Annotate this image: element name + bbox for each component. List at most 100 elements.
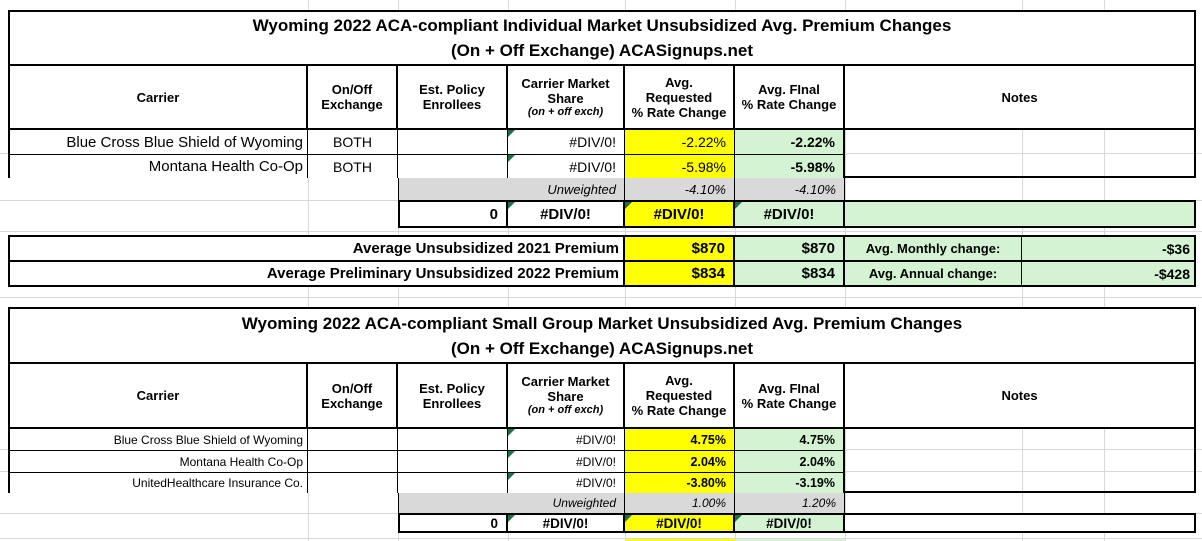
enrollees-cell [398, 451, 508, 473]
unweighted-row: Unweighted 1.00% 1.20% [398, 493, 845, 513]
header-requested: Avg. Requested % Rate Change [625, 364, 735, 427]
share-cell: #DIV/0! [508, 130, 625, 155]
table-title-line2: (On + Off Exchange) ACASignups.net [450, 338, 754, 358]
summary-row: Average Preliminary Unsubsidized 2022 Pr… [10, 262, 1194, 285]
cutoff-row-final-cell [735, 539, 845, 541]
notes-cell [845, 451, 1194, 473]
exchange-cell [308, 429, 398, 451]
header-label: Est. Policy Enrollees [419, 380, 485, 411]
requested-cell: -5.98% [625, 155, 735, 178]
header-sublabel: (on + off exch) [527, 404, 604, 416]
cell-value: #DIV/0! [763, 205, 815, 223]
carrier-row: Blue Cross Blue Shield of Wyoming BOTH #… [10, 130, 1194, 155]
carrier-cell: Blue Cross Blue Shield of Wyoming [10, 130, 308, 155]
requested-cell: -2.22% [625, 130, 735, 155]
summary-requested: $870 [625, 237, 735, 260]
header-label: Carrier [136, 388, 180, 403]
table-title-line2: (On + Off Exchange) ACASignups.net [450, 41, 754, 60]
summary-label: Average Preliminary Unsubsidized 2022 Pr… [10, 262, 625, 285]
header-label: On/Off Exchange [321, 380, 383, 411]
error-indicator-icon [508, 473, 515, 480]
unweighted-requested: 1.00% [625, 493, 735, 513]
exchange-cell [308, 451, 398, 473]
cell-value: #DIV/0! [575, 454, 616, 469]
exchange-cell: BOTH [308, 130, 398, 155]
final-cell: 2.04% [735, 451, 845, 473]
error-indicator-icon [508, 515, 515, 522]
header-label: Avg. FInal % Rate Change [741, 82, 837, 112]
carrier-cell: UnitedHealthcare Insurance Co. [10, 473, 308, 493]
error-indicator-icon [508, 451, 515, 458]
gridline-horizontal [0, 231, 1202, 232]
small-group-table-title: Wyoming 2022 ACA-compliant Small Group M… [10, 309, 1194, 364]
header-requested: Avg. Requested % Rate Change [625, 66, 735, 128]
error-indicator-icon [508, 155, 515, 162]
total-final: #DIV/0! [735, 202, 845, 226]
change-value: -$428 [1022, 262, 1194, 285]
requested-cell: 2.04% [625, 451, 735, 473]
final-cell: -3.19% [735, 473, 845, 493]
exchange-cell: BOTH [308, 155, 398, 178]
error-indicator-icon [735, 202, 742, 209]
summary-final: $834 [735, 262, 845, 285]
header-label: Avg. FInal % Rate Change [741, 380, 837, 411]
summary-label: Average Unsubsidized 2021 Premium [10, 237, 625, 260]
enrollees-cell [398, 429, 508, 451]
cell-value: #DIV/0! [575, 476, 616, 490]
header-enrollees: Est. Policy Enrollees [398, 364, 508, 427]
header-sublabel: (on + off exch) [527, 105, 604, 118]
header-notes: Notes [845, 66, 1194, 128]
individual-table-title: Wyoming 2022 ACA-compliant Individual Ma… [10, 12, 1194, 66]
total-requested: #DIV/0! [625, 515, 735, 531]
unweighted-final: 1.20% [735, 493, 844, 513]
change-label: Avg. Monthly change: [845, 237, 1022, 260]
cell-value: #DIV/0! [542, 515, 589, 531]
summary-final: $870 [735, 237, 845, 260]
carrier-row: Montana Health Co-Op BOTH #DIV/0! -5.98%… [10, 155, 1194, 178]
cell-value: #DIV/0! [653, 205, 705, 223]
share-cell: #DIV/0! [508, 429, 625, 451]
header-carrier: Carrier [10, 364, 308, 427]
table-title-line1: Wyoming 2022 ACA-compliant Small Group M… [241, 313, 963, 333]
carrier-cell: Blue Cross Blue Shield of Wyoming [10, 429, 308, 451]
cell-value: #DIV/0! [766, 515, 812, 531]
header-exchange: On/Off Exchange [308, 364, 398, 427]
header-final: Avg. FInal % Rate Change [735, 364, 845, 427]
error-indicator-icon [508, 202, 515, 209]
notes-cell [845, 473, 1194, 493]
header-market-share: Carrier Market Share (on + off exch) [508, 364, 625, 427]
unweighted-label: Unweighted [399, 178, 625, 200]
cutoff-row-requested-cell [625, 539, 735, 541]
total-notes [845, 515, 1194, 531]
table-title-line1: Wyoming 2022 ACA-compliant Individual Ma… [252, 16, 952, 35]
summary-row: Average Unsubsidized 2021 Premium $870 $… [10, 237, 1194, 262]
header-exchange: On/Off Exchange [308, 66, 398, 128]
summary-requested: $834 [625, 262, 735, 285]
unweighted-row: Unweighted -4.10% -4.10% [398, 178, 845, 200]
cell-value: #DIV/0! [575, 432, 616, 447]
unweighted-final: -4.10% [735, 178, 844, 200]
cell-value: #DIV/0! [656, 515, 702, 531]
premium-summary: Average Unsubsidized 2021 Premium $870 $… [8, 235, 1196, 287]
header-label: Notes [1001, 89, 1038, 105]
header-label: Notes [1001, 388, 1038, 403]
header-label: Est. Policy Enrollees [419, 82, 485, 112]
requested-cell: -3.80% [625, 473, 735, 493]
header-notes: Notes [845, 364, 1194, 427]
total-enrollees: 0 [400, 515, 508, 531]
error-indicator-icon [625, 202, 632, 209]
header-row: Carrier On/Off Exchange Est. Policy Enro… [10, 364, 1194, 429]
unweighted-requested: -4.10% [625, 178, 735, 200]
header-final: Avg. FInal % Rate Change [735, 66, 845, 128]
error-indicator-icon [735, 515, 742, 522]
change-value: -$36 [1022, 237, 1194, 260]
error-indicator-icon [508, 130, 515, 137]
final-cell: -2.22% [735, 130, 845, 155]
notes-cell [845, 130, 1194, 155]
header-market-share: Carrier Market Share (on + off exch) [508, 66, 625, 128]
header-carrier: Carrier [10, 66, 308, 128]
carrier-row: Montana Health Co-Op #DIV/0! 2.04% 2.04% [10, 451, 1194, 473]
small-group-table: Wyoming 2022 ACA-compliant Small Group M… [8, 307, 1196, 493]
enrollees-cell [398, 130, 508, 155]
share-cell: #DIV/0! [508, 473, 625, 493]
